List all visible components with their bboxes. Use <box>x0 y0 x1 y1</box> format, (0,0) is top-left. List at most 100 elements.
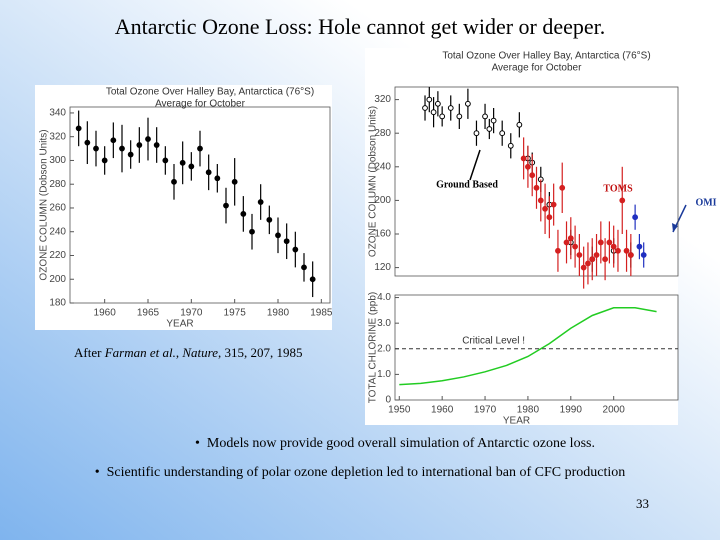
data-point <box>525 163 531 170</box>
data-point <box>426 96 433 103</box>
data-point <box>231 178 238 185</box>
data-point <box>529 172 536 179</box>
x-tick-label: 1980 <box>267 308 290 319</box>
data-point <box>301 264 307 271</box>
citation-part: , <box>175 345 183 360</box>
data-point <box>162 157 169 164</box>
data-point <box>486 126 493 132</box>
panel-left <box>35 85 332 330</box>
data-point <box>580 264 587 271</box>
x-tick-label: 1975 <box>224 308 247 319</box>
y-tick-label: 320 <box>49 131 66 142</box>
data-point <box>205 169 212 176</box>
y-tick-label: 280 <box>49 179 66 190</box>
data-point <box>257 199 264 205</box>
data-point <box>153 142 160 148</box>
data-point <box>119 145 125 152</box>
series-label: OMI <box>695 197 716 208</box>
chart-title: Total Ozone Over Halley Bay, Antarctica … <box>442 51 650 62</box>
reference-label: Critical Level ! <box>462 335 525 346</box>
y-tick-label: 300 <box>49 155 66 166</box>
arrow <box>469 149 481 181</box>
data-point <box>75 125 82 132</box>
data-point <box>434 100 441 107</box>
data-point <box>585 260 591 267</box>
data-point <box>127 151 134 158</box>
data-point <box>464 100 471 107</box>
x-tick-label: 1965 <box>137 308 160 319</box>
data-point <box>266 216 273 223</box>
y-tick-label: 2.0 <box>377 343 391 354</box>
y-tick-label: 120 <box>374 262 391 273</box>
data-point <box>283 238 290 245</box>
slide-title: Antarctic Ozone Loss: Hole cannot get wi… <box>114 14 606 39</box>
data-point <box>490 117 497 124</box>
x-tick-label: 1990 <box>560 405 583 416</box>
y-tick-label: 200 <box>49 274 66 285</box>
data-point <box>576 252 583 258</box>
data-point <box>537 197 544 204</box>
y-tick-label: 0 <box>385 395 391 406</box>
y-tick-label: 320 <box>374 94 391 105</box>
data-point <box>533 184 540 191</box>
citation-part: After <box>74 345 105 360</box>
data-line <box>399 307 657 386</box>
data-point <box>179 159 186 166</box>
y-tick-label: 280 <box>374 128 391 139</box>
data-point <box>627 252 634 258</box>
y-tick-label: 4.0 <box>377 292 391 303</box>
data-point <box>610 243 617 250</box>
page-number: 33 <box>636 496 649 511</box>
data-point <box>632 214 639 221</box>
panel-right <box>365 48 678 425</box>
bullet: Scientific understanding of polar ozone … <box>0 465 720 481</box>
x-tick-label: 1960 <box>94 308 117 319</box>
y-axis-label: OZONE COLUMN (Dobson Units) <box>368 106 379 257</box>
citation-part: Nature <box>182 345 218 360</box>
data-point <box>507 142 514 149</box>
data-point <box>93 145 99 152</box>
y-tick-label: 260 <box>49 203 66 214</box>
y-tick-label: 340 <box>49 108 66 119</box>
y-tick-label: 240 <box>374 161 391 172</box>
data-point <box>516 121 523 128</box>
data-point <box>563 239 570 246</box>
data-point <box>430 109 437 116</box>
data-point <box>447 105 454 111</box>
citation-part: , 315, 207, 1985 <box>217 345 303 360</box>
data-point <box>309 276 316 283</box>
data-point <box>589 256 596 263</box>
data-point <box>520 155 527 162</box>
chart-title: Total Ozone Over Halley Bay, Antarctica … <box>106 87 314 98</box>
y-tick-label: 180 <box>49 298 66 309</box>
data-point <box>559 184 566 191</box>
series-label: TOMS <box>603 183 633 194</box>
data-point <box>499 130 506 137</box>
data-point <box>555 247 561 254</box>
y-tick-label: 3.0 <box>377 318 391 329</box>
data-point <box>110 137 117 144</box>
y-tick-label: 200 <box>374 195 391 206</box>
y-axis-label: TOTAL CHLORINE (ppb) <box>368 292 379 404</box>
x-tick-label: 1960 <box>431 405 454 416</box>
x-tick-label: 1985 <box>310 308 333 319</box>
data-point <box>240 211 247 217</box>
data-point <box>145 136 151 142</box>
x-tick-label: 1970 <box>180 308 203 319</box>
data-point <box>456 113 463 120</box>
data-point <box>422 105 428 111</box>
y-tick-label: 1.0 <box>377 369 391 380</box>
data-point <box>606 239 613 246</box>
x-tick-label: 1950 <box>388 405 411 416</box>
x-axis-label: YEAR <box>503 416 530 427</box>
y-tick-label: 220 <box>49 250 66 261</box>
data-point <box>214 175 221 182</box>
data-point <box>619 197 626 204</box>
data-point <box>188 163 195 170</box>
y-axis-label: OZONE COLUMN (Dobson Units) <box>39 129 50 280</box>
data-point <box>597 239 604 246</box>
series-label: Ground Based <box>436 179 498 190</box>
data-point <box>593 252 600 258</box>
y-tick-label: 160 <box>374 229 391 240</box>
